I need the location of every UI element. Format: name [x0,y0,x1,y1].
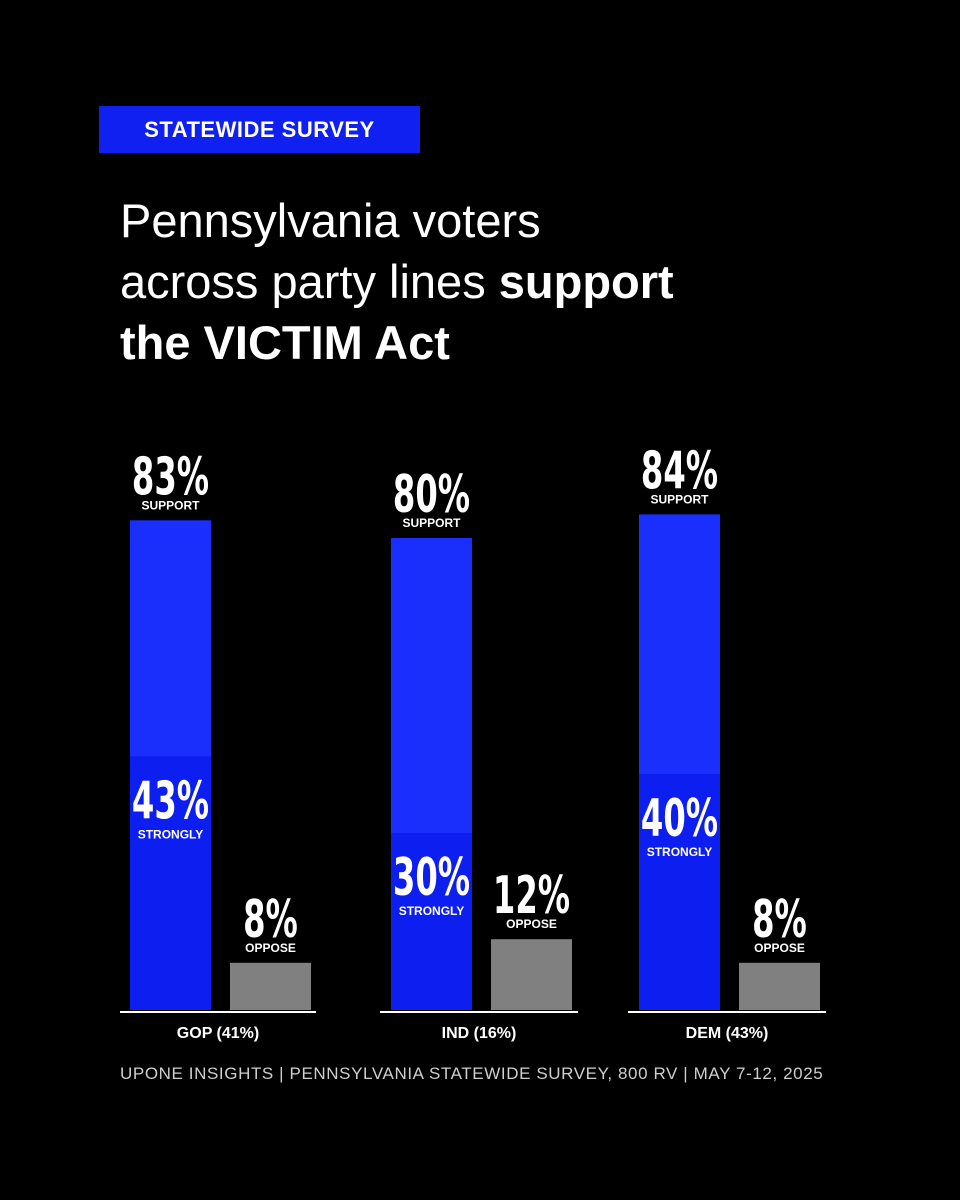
category-label: GOP (41%) [177,1025,259,1042]
support-series-label: SUPPORT [650,492,709,506]
strongly-series-label: STRONGLY [138,827,204,841]
category-label: DEM (43%) [686,1025,769,1042]
oppose-bar [230,962,311,1010]
oppose-bar [491,939,572,1010]
oppose-series-label: OPPOSE [506,917,557,931]
oppose-series-label: OPPOSE [245,941,296,955]
survey-badge: STATEWIDE SURVEY [99,106,420,153]
headline-line-2-regular: across party lines [120,255,499,308]
support-value-label: 83% [132,447,209,507]
oppose-bar [739,962,820,1010]
strongly-series-label: STRONGLY [647,845,713,859]
headline-line-1: Pennsylvania voters [120,194,541,247]
support-value-label: 84% [641,442,718,502]
strongly-bar [639,774,720,1010]
headline-line-2-bold: support [498,255,674,308]
headline-line-2: across party lines support [120,251,880,312]
strongly-value-label: 40% [641,789,718,849]
strongly-series-label: STRONGLY [399,904,465,918]
strongly-value-label: 43% [132,771,209,831]
category-label: IND (16%) [442,1025,517,1042]
headline-line-3: the VICTIM Act [120,316,450,369]
source-footnote: UPONE INSIGHTS | PENNSYLVANIA STATEWIDE … [120,1064,824,1083]
oppose-value-label: 8% [243,890,298,950]
strongly-value-label: 30% [393,848,470,908]
strongly-bar [391,833,472,1010]
oppose-value-label: 12% [493,866,570,926]
support-series-label: SUPPORT [402,516,461,530]
support-series-label: SUPPORT [141,498,200,512]
headline: Pennsylvania voters across party lines s… [120,190,880,373]
oppose-series-label: OPPOSE [754,941,805,955]
strongly-bar [130,756,211,1010]
support-value-label: 80% [393,465,470,525]
oppose-value-label: 8% [752,890,807,950]
